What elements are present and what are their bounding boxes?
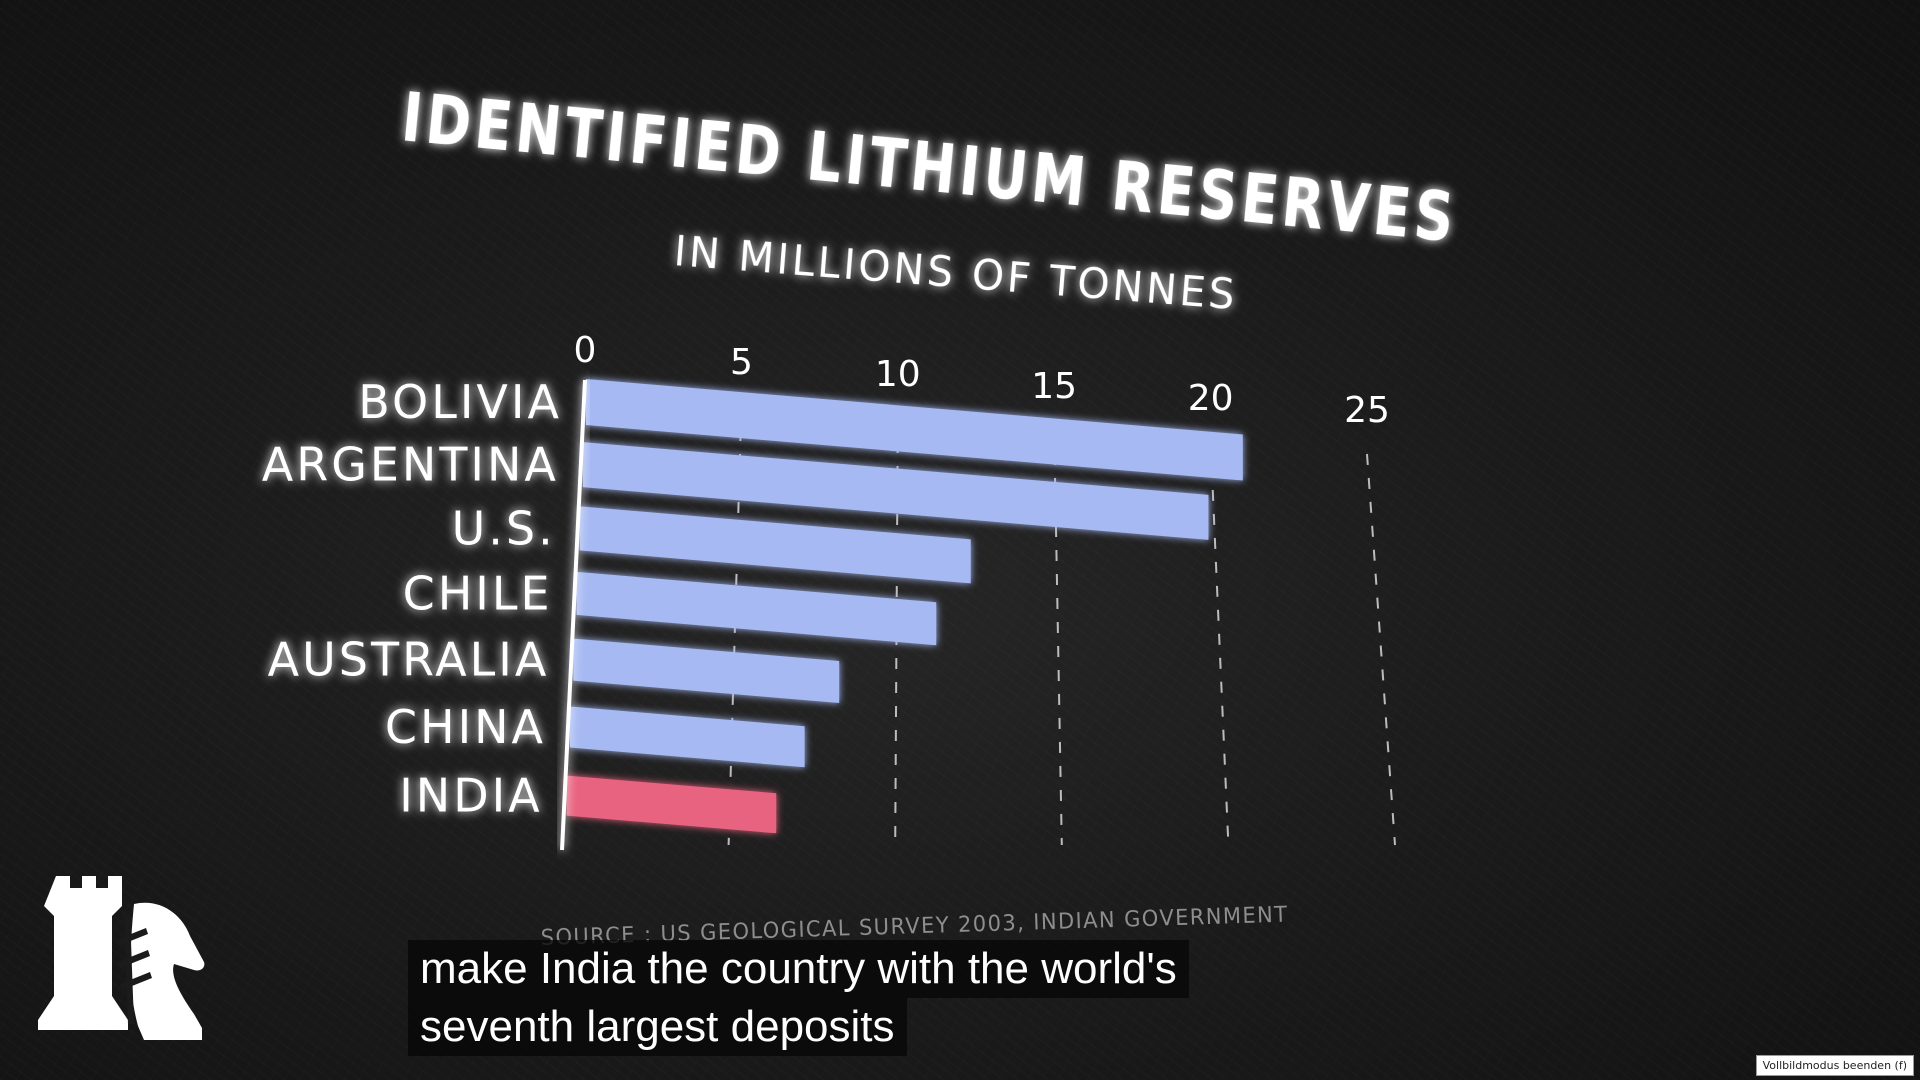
x-tick-label: 15 — [1031, 366, 1077, 407]
bar-india — [566, 775, 777, 834]
x-axis-ticks: 0 5 10 15 20 25 — [574, 330, 1390, 431]
x-tick-label: 10 — [875, 354, 921, 395]
x-tick-label: 25 — [1344, 390, 1390, 431]
category-label: CHILE — [403, 566, 553, 620]
y-axis-line — [560, 379, 587, 851]
category-label: AUSTRALIA — [268, 633, 550, 687]
category-label: INDIA — [399, 769, 542, 823]
category-label: ARGENTINA — [262, 438, 559, 492]
grid-line — [1209, 441, 1230, 846]
chart-title: IDENTIFIED LITHIUM RESERVES — [398, 78, 1461, 258]
exit-fullscreen-tooltip: Vollbildmodus beenden (f) — [1755, 1055, 1914, 1076]
bar-argentina — [582, 442, 1209, 540]
bar-bolivia — [585, 379, 1243, 481]
bar-australia — [573, 638, 840, 704]
bar-u-s — [579, 506, 971, 584]
chart-subtitle: IN MILLIONS OF TONNES — [672, 226, 1239, 319]
rook-knight-icon — [38, 876, 205, 1040]
caption-line-2: seventh largest deposits — [408, 998, 907, 1056]
x-tick-label: 20 — [1188, 378, 1234, 419]
x-tick-label: 0 — [574, 330, 597, 371]
caption-line-1: make India the country with the world's — [408, 940, 1189, 998]
category-label: BOLIVIA — [358, 375, 562, 429]
caption-box: make India the country with the world's … — [408, 940, 1189, 1056]
bars-group — [566, 379, 1243, 834]
category-labels: BOLIVIA ARGENTINA U.S. CHILE AUSTRALIA CHINA I… — [262, 375, 562, 823]
x-tick-label: 5 — [730, 342, 753, 383]
grid-line — [1366, 453, 1396, 846]
grid-line — [1053, 429, 1063, 846]
category-label: U.S. — [452, 501, 556, 555]
bar-china — [570, 706, 805, 768]
bar-chile — [576, 571, 937, 646]
category-label: CHINA — [385, 700, 546, 754]
